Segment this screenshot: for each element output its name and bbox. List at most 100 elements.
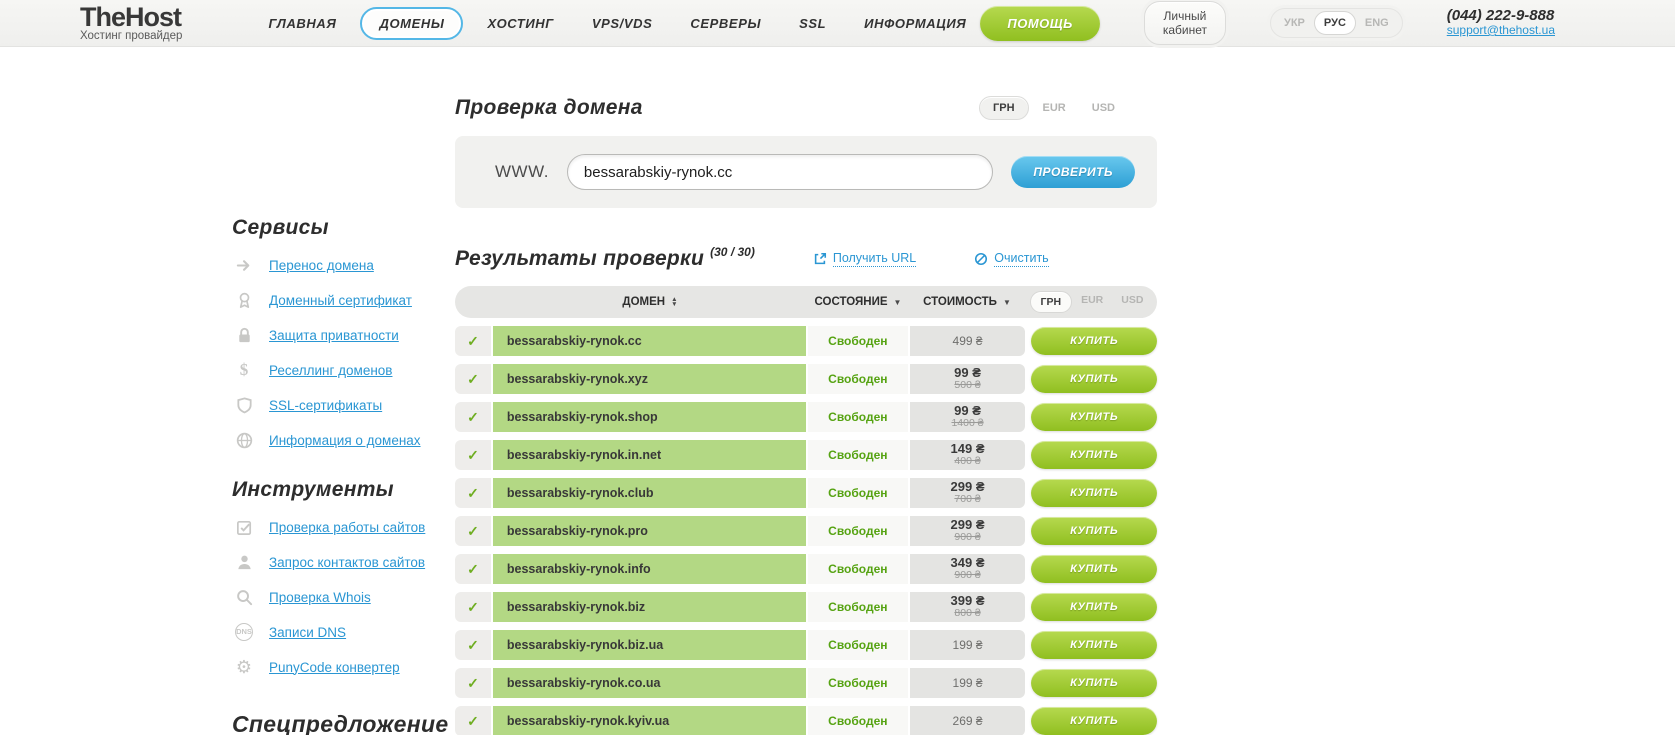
sidebar-link[interactable]: PunyCode конвертер <box>269 659 400 675</box>
checkbox-icon <box>232 517 256 537</box>
buy-button[interactable]: КУПИТЬ <box>1031 631 1157 659</box>
sidebar-link[interactable]: Перенос домена <box>269 257 374 273</box>
currency-eur[interactable]: EUR <box>1042 102 1066 114</box>
row-price: 199 ₴ <box>909 668 1026 698</box>
nav-item-главная[interactable]: ГЛАВНАЯ <box>268 15 337 31</box>
buy-button[interactable]: КУПИТЬ <box>1031 479 1157 507</box>
sidebar-link[interactable]: Информация о доменах <box>269 432 421 448</box>
header-price-filter[interactable]: СТОИМОСТЬ ▼ <box>923 296 1011 308</box>
content-head: Проверка домена ГРН EUR USD <box>455 92 1157 124</box>
sidebar-link[interactable]: Запрос контактов сайтов <box>269 554 426 570</box>
language-рус[interactable]: РУС <box>1313 11 1356 35</box>
sidebar-link[interactable]: Доменный сертификат <box>269 292 412 308</box>
nav-item-информация[interactable]: ИНФОРМАЦИЯ <box>864 15 967 31</box>
row-domain: bessarabskiy-rynok.cc <box>492 326 806 356</box>
nav-item-vps-vds[interactable]: VPS/VDS <box>591 15 653 31</box>
price-current: 299 ₴ <box>950 517 985 532</box>
price-current: 269 ₴ <box>952 714 983 728</box>
help-button[interactable]: ПОМОЩЬ <box>980 5 1100 41</box>
support-email-link[interactable]: support@thehost.ua <box>1446 23 1555 37</box>
buy-button[interactable]: КУПИТЬ <box>1031 517 1157 545</box>
table-row: ✓ bessarabskiy-rynok.info Свободен 349 ₴ 900… <box>455 554 1157 584</box>
dollar-icon: $ <box>239 360 249 379</box>
buy-button[interactable]: КУПИТЬ <box>1031 441 1157 469</box>
row-domain: bessarabskiy-rynok.xyz <box>492 364 806 394</box>
top-navigation-bar: TheHost Хостинг провайдер ГЛАВНАЯ ДОМЕНЫ Х… <box>0 0 1675 46</box>
row-price: 199 ₴ <box>909 630 1026 660</box>
currency-грн[interactable]: ГРН <box>1029 291 1073 313</box>
dns-icon: DNS <box>232 622 256 642</box>
sidebar-link[interactable]: Проверка Whois <box>269 589 371 605</box>
currency-грн[interactable]: ГРН <box>979 96 1029 120</box>
nav-item-ssl[interactable]: SSL <box>799 15 827 31</box>
personal-cabinet-button[interactable]: Личный кабинет <box>1143 1 1226 45</box>
sidebar-link[interactable]: Записи DNS <box>269 624 347 640</box>
row-status: Свободен <box>808 592 908 622</box>
table-row: ✓ bessarabskiy-rynok.club Свободен 299 ₴ 700… <box>455 478 1157 508</box>
buy-button[interactable]: КУПИТЬ <box>1031 555 1157 583</box>
sort-icon: ▲ ▼ <box>671 296 678 308</box>
buy-button[interactable]: КУПИТЬ <box>1031 365 1157 393</box>
clear-icon <box>975 252 988 266</box>
header-status-filter[interactable]: СОСТОЯНИЕ ▼ <box>814 296 902 308</box>
check-icon: ✓ <box>467 598 479 615</box>
sidebar-link[interactable]: Проверка работы сайтов <box>269 519 426 535</box>
language-eng[interactable]: ENG <box>1364 17 1389 29</box>
row-check-cell: ✓ <box>455 516 491 546</box>
external-link-icon <box>814 252 826 265</box>
price-old: 500 ₴ <box>954 379 981 391</box>
sidebar-item: Информация о доменах <box>232 430 444 450</box>
price-current: 149 ₴ <box>950 441 985 456</box>
header-domain-sort[interactable]: ДОМЕН ▲ ▼ <box>622 296 678 308</box>
row-status: Свободен <box>808 668 908 698</box>
buy-button[interactable]: КУПИТЬ <box>1031 403 1157 431</box>
currency-usd[interactable]: USD <box>1091 102 1115 114</box>
row-status: Свободен <box>808 440 908 470</box>
nav-item-домены[interactable]: ДОМЕНЫ <box>360 6 464 40</box>
sidebar-item: Доменный сертификат <box>232 290 444 310</box>
sidebar-item: ⚙ PunyCode конвертер <box>232 657 444 678</box>
check-icon: ✓ <box>467 408 479 425</box>
currency-eur[interactable]: EUR <box>1081 294 1104 306</box>
lock-icon <box>232 325 256 345</box>
nav-item-хостинг[interactable]: ХОСТИНГ <box>487 15 554 31</box>
row-status: Свободен <box>808 478 908 508</box>
table-row: ✓ bessarabskiy-rynok.kyiv.ua Свободен 269 ₴… <box>455 706 1157 735</box>
page-title: Проверка домена <box>455 96 643 119</box>
language-switcher: УКР РУС ENG <box>1270 8 1403 38</box>
sidebar-link[interactable]: Реселлинг доменов <box>269 362 393 378</box>
sidebar-link[interactable]: SSL-сертификаты <box>269 397 383 413</box>
chevron-down-icon: ▼ <box>893 297 902 307</box>
check-icon: ✓ <box>467 370 479 387</box>
row-check-cell: ✓ <box>455 402 491 432</box>
sidebar-section-title: Сервисы <box>232 216 329 239</box>
price-current: 299 ₴ <box>950 479 985 494</box>
row-price: 499 ₴ <box>909 326 1026 356</box>
currency-usd[interactable]: USD <box>1121 294 1144 306</box>
row-status: Свободен <box>808 326 908 356</box>
check-icon: ✓ <box>467 636 479 653</box>
row-status: Свободен <box>808 364 908 394</box>
check-button[interactable]: ПРОВЕРИТЬ <box>1011 156 1135 188</box>
get-url-link[interactable]: Получить URL <box>813 251 917 267</box>
nav-item-серверы[interactable]: СЕРВЕРЫ <box>690 15 762 31</box>
buy-button[interactable]: КУПИТЬ <box>1031 327 1157 355</box>
domain-input[interactable] <box>566 154 994 190</box>
row-status: Свободен <box>808 630 908 660</box>
row-status: Свободен <box>808 402 908 432</box>
person-icon <box>232 552 256 572</box>
sidebar-link[interactable]: Защита приватности <box>269 327 399 343</box>
row-price: 99 ₴ 1400 ₴ <box>909 402 1026 432</box>
buy-button[interactable]: КУПИТЬ <box>1031 669 1157 697</box>
logo[interactable]: TheHost Хостинг провайдер <box>80 3 219 42</box>
row-check-cell: ✓ <box>455 630 491 660</box>
check-icon: ✓ <box>467 522 479 539</box>
globe-icon <box>232 430 256 450</box>
clear-link[interactable]: Очистить <box>974 251 1049 267</box>
row-check-cell: ✓ <box>455 326 491 356</box>
language-укр[interactable]: УКР <box>1284 17 1305 29</box>
buy-button[interactable]: КУПИТЬ <box>1031 593 1157 621</box>
row-domain: bessarabskiy-rynok.info <box>492 554 806 584</box>
buy-button[interactable]: КУПИТЬ <box>1031 707 1157 735</box>
row-check-cell: ✓ <box>455 478 491 508</box>
